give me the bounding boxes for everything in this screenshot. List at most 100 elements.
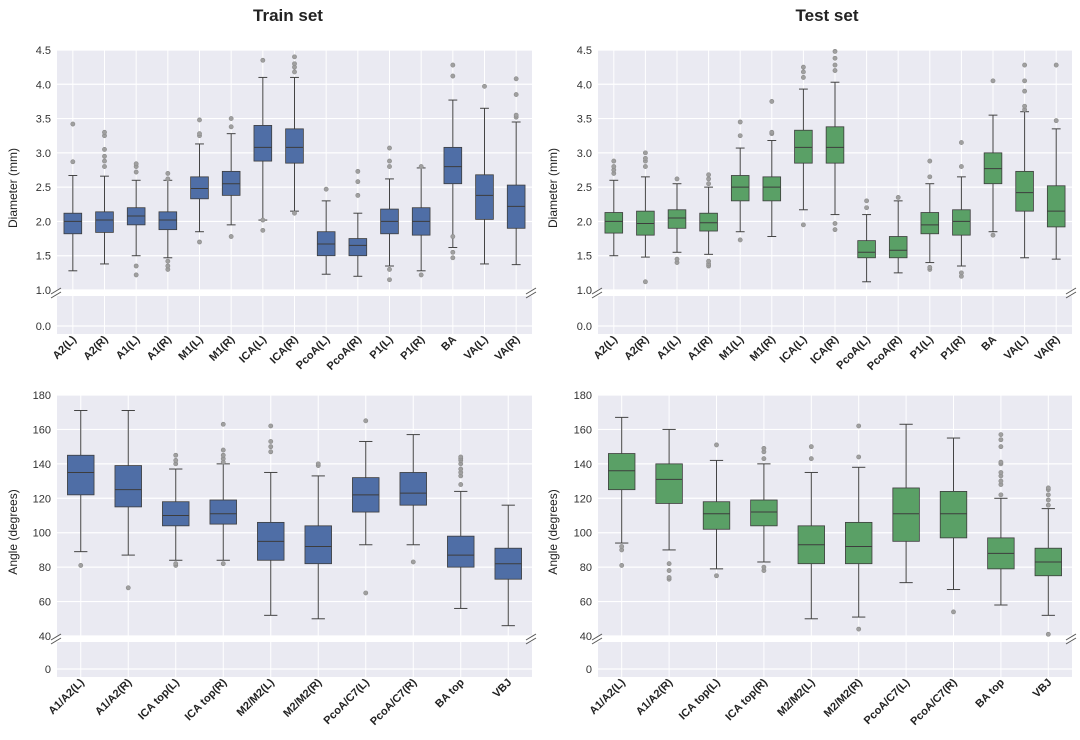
plot-area bbox=[598, 395, 1072, 636]
box-iqr bbox=[63, 212, 83, 235]
outlier-point bbox=[895, 195, 901, 200]
outlier-point bbox=[220, 447, 226, 453]
outlier-point bbox=[998, 478, 1004, 484]
outlier-point bbox=[513, 112, 519, 118]
outlier-point bbox=[808, 444, 814, 450]
outlier-point bbox=[418, 272, 424, 278]
x-tick-label: VBJ bbox=[491, 677, 515, 701]
outlier-point bbox=[737, 237, 743, 243]
box-iqr bbox=[604, 212, 624, 234]
y-axis-label: Angle (degrees) bbox=[6, 489, 20, 574]
outlier-point bbox=[102, 129, 107, 135]
box-ba bbox=[983, 78, 1003, 238]
outlier-point bbox=[165, 258, 171, 264]
outlier-point bbox=[513, 92, 519, 97]
x-tick-label: BA bbox=[439, 334, 459, 354]
box-va-l bbox=[475, 83, 494, 265]
outlier-point bbox=[125, 585, 131, 591]
box-pcoa-c7-l bbox=[892, 423, 920, 584]
outlier-point bbox=[998, 470, 1004, 475]
outlier-point bbox=[410, 559, 416, 565]
outlier-point bbox=[78, 563, 84, 568]
box-iqr bbox=[162, 501, 190, 527]
outlier-point bbox=[998, 432, 1004, 437]
x-tick-label: A2(R) bbox=[81, 333, 110, 362]
plot-area-lower-band bbox=[598, 642, 1072, 677]
axis-break-mark bbox=[1065, 637, 1077, 645]
outlier-point bbox=[864, 205, 869, 211]
box-a1-a2-r bbox=[655, 428, 683, 582]
x-tick-label: A2(L) bbox=[51, 333, 80, 362]
outlier-point bbox=[666, 561, 672, 567]
box-pcoa-r bbox=[888, 195, 908, 274]
outlier-point bbox=[482, 83, 487, 89]
box-a1-a2-r bbox=[114, 409, 142, 591]
outlier-point bbox=[990, 232, 996, 238]
box-a2-r bbox=[95, 129, 114, 265]
x-tick-label: M1(L) bbox=[717, 333, 746, 362]
x-tick-label: VA(R) bbox=[1033, 333, 1063, 363]
outlier-point bbox=[714, 573, 719, 579]
outlier-point bbox=[990, 78, 996, 84]
box-va-r bbox=[506, 76, 526, 266]
box-a2-r bbox=[636, 150, 655, 285]
y-tick-label: 40 bbox=[39, 631, 51, 643]
outlier-point bbox=[458, 482, 464, 487]
outlier-point bbox=[832, 62, 838, 68]
box-iqr bbox=[1015, 170, 1034, 212]
test-diameter-chart: 0.0 1.0 1.5 2.0 2.5 3.0 3.5 4.0 4.5 Diameter (mm)… bbox=[546, 45, 1077, 373]
x-tick-label: P1(L) bbox=[368, 333, 396, 361]
outlier-point bbox=[1045, 631, 1051, 637]
outlier-point bbox=[1053, 62, 1059, 68]
y-tick-label: 4.0 bbox=[36, 79, 51, 91]
outlier-point bbox=[864, 198, 869, 204]
train-angle-chart: 0 40 60 80 100 120 140 160 180 Angle (degrees) A1/… bbox=[6, 390, 537, 728]
y-tick-label: 80 bbox=[580, 562, 592, 574]
x-tick-label: ICA(L) bbox=[778, 333, 810, 365]
outlier-point bbox=[808, 456, 814, 462]
y-axis-label: Diameter (mm) bbox=[6, 148, 20, 228]
outlier-point bbox=[387, 145, 392, 151]
y-tick-label: 4.5 bbox=[577, 45, 592, 57]
outlier-point bbox=[611, 158, 617, 164]
outlier-point bbox=[706, 176, 711, 182]
box-iqr bbox=[702, 501, 731, 530]
outlier-point bbox=[1045, 492, 1051, 498]
box-ica-top-r bbox=[209, 421, 237, 567]
outlier-point bbox=[800, 69, 806, 75]
outlier-point bbox=[102, 158, 107, 164]
y-tick-label: 2.5 bbox=[36, 182, 51, 194]
outlier-point bbox=[268, 423, 274, 429]
box-iqr bbox=[699, 212, 718, 232]
y-tick-label: 160 bbox=[33, 424, 51, 436]
outlier-point bbox=[292, 69, 297, 75]
box-iqr bbox=[892, 487, 920, 542]
outlier-point bbox=[737, 133, 743, 139]
box-iqr bbox=[667, 209, 687, 229]
axis-break-mark bbox=[525, 637, 537, 645]
plot-area bbox=[57, 395, 532, 636]
outlier-point bbox=[643, 279, 648, 285]
outlier-point bbox=[769, 129, 775, 135]
y-tick-label: 0 bbox=[45, 664, 51, 676]
box-ica-r bbox=[825, 48, 845, 233]
outlier-point bbox=[958, 270, 964, 276]
axis-break-mark bbox=[50, 633, 62, 641]
box-iqr bbox=[447, 535, 475, 568]
x-tick-label: A1(L) bbox=[114, 333, 143, 362]
y-tick-label: 120 bbox=[33, 493, 51, 505]
outlier-point bbox=[927, 264, 933, 270]
train-diameter-chart: 0.0 1.0 1.5 2.0 2.5 3.0 3.5 4.0 4.5 Diameter (mm)… bbox=[6, 45, 537, 373]
outlier-point bbox=[228, 124, 234, 130]
axis-break-mark bbox=[1065, 291, 1077, 299]
outlier-point bbox=[173, 561, 179, 567]
plot-area-lower-band bbox=[57, 642, 532, 677]
x-tick-label: ICA(L) bbox=[237, 333, 269, 365]
x-tick-label: A1(L) bbox=[655, 333, 684, 362]
outlier-point bbox=[355, 179, 361, 185]
outlier-point bbox=[228, 116, 234, 121]
x-tick-label: BA bbox=[979, 334, 999, 354]
box-p1-l bbox=[380, 145, 399, 283]
outlier-point bbox=[619, 563, 625, 568]
outlier-point bbox=[1045, 497, 1051, 503]
